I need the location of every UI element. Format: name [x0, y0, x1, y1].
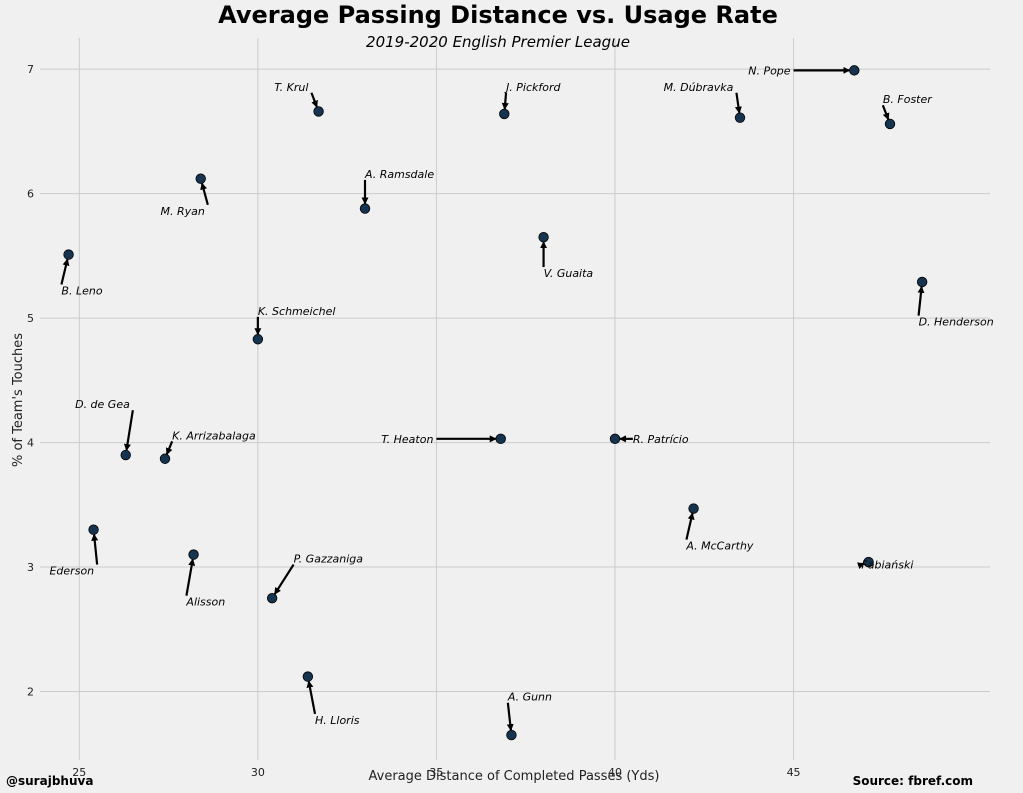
annotation-arrow	[185, 558, 196, 596]
data-point	[849, 65, 860, 76]
y-tick-label: 6	[27, 188, 34, 201]
annotation-arrow	[881, 104, 890, 121]
data-point	[195, 173, 206, 184]
point-label: M. Dúbravka	[664, 81, 734, 94]
annotation-arrow	[685, 512, 695, 540]
y-tick-label: 2	[27, 686, 34, 699]
data-point	[609, 433, 621, 445]
annotation-arrow	[123, 410, 134, 452]
point-label: T. Heaton	[381, 433, 433, 446]
data-point	[863, 556, 874, 568]
point-label: M. Ryan	[160, 205, 204, 218]
x-tick-label: 30	[251, 766, 265, 779]
point-label: D. Henderson	[919, 316, 994, 329]
x-tick-label: 35	[429, 766, 443, 779]
data-point	[499, 108, 510, 120]
data-point	[63, 249, 74, 260]
point-label: J. Pickford	[504, 81, 561, 94]
data-point	[688, 503, 699, 514]
footer-source: Source: fbref.com	[853, 774, 973, 788]
annotation-arrow	[501, 92, 509, 110]
point-label: K. Arrizabalaga	[172, 429, 256, 442]
point-label: Ederson	[49, 565, 94, 578]
data-points	[63, 65, 928, 741]
x-axis-label: Average Distance of Completed Passes (Yd…	[369, 769, 660, 784]
annotation-arrow	[60, 258, 70, 285]
data-point	[313, 106, 324, 117]
y-tick-label: 4	[27, 437, 34, 450]
data-point	[120, 449, 131, 461]
point-label: A. Ramsdale	[364, 168, 434, 181]
data-point	[916, 276, 928, 288]
annotation-arrow	[273, 563, 295, 595]
point-label: T. Krul	[274, 81, 308, 94]
point-label: P. Gazzaniga	[294, 553, 364, 566]
point-label: K. Schmeichel	[258, 305, 336, 318]
data-point	[188, 549, 199, 560]
y-tick-label: 3	[27, 561, 34, 574]
annotation-arrow	[165, 440, 174, 456]
annotation-arrow	[857, 562, 865, 569]
point-label: H. Lloris	[315, 714, 360, 727]
data-point	[159, 453, 171, 464]
x-tick-label: 40	[608, 766, 622, 779]
data-point	[506, 729, 517, 741]
plot-area	[40, 38, 990, 760]
point-label: Alisson	[185, 596, 225, 609]
y-tick-label: 7	[27, 63, 34, 76]
chart-subtitle: 2019-2020 English Premier League	[366, 33, 630, 51]
point-label: Fabiański	[861, 559, 913, 572]
chart-title: Average Passing Distance vs. Usage Rate	[218, 1, 778, 29]
point-label: V. Guaita	[544, 267, 594, 280]
x-tick-label: 25	[72, 766, 86, 779]
data-point	[302, 671, 314, 682]
annotation-arrow	[506, 702, 514, 732]
annotation-arrow	[310, 92, 318, 108]
annotation-arrow	[200, 182, 209, 206]
point-label: N. Pope	[748, 64, 791, 77]
annotation-labels: N. Pope J. Pickford T. Krul M. Dúbravka B. F…	[49, 64, 993, 727]
point-label: D. de Gea	[75, 398, 130, 411]
annotation-arrow	[91, 533, 99, 565]
data-point	[359, 203, 371, 214]
data-point	[884, 118, 896, 130]
data-point	[495, 433, 506, 445]
annotation-arrow	[917, 285, 925, 316]
point-label: B. Leno	[61, 284, 102, 297]
grid	[40, 38, 990, 760]
point-label: A. McCarthy	[685, 540, 753, 553]
data-point	[266, 592, 278, 604]
data-point	[88, 524, 99, 535]
data-point	[734, 112, 746, 123]
annotation-arrows	[60, 66, 925, 732]
data-point	[252, 334, 264, 345]
y-axis-label: % of Team's Touches	[11, 333, 26, 467]
data-point	[538, 231, 549, 243]
point-label: R. Patrício	[633, 433, 689, 446]
footer-handle: @surajbhuva	[6, 774, 93, 788]
annotation-arrow	[306, 680, 317, 715]
annotation-arrow	[734, 92, 742, 114]
y-tick-label: 5	[27, 312, 34, 325]
point-label: A. Gunn	[507, 691, 552, 704]
x-tick-label: 45	[787, 766, 801, 779]
point-label: B. Foster	[883, 93, 933, 106]
